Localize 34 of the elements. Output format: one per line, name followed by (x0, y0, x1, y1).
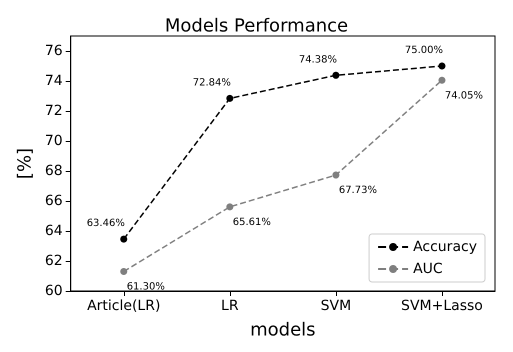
legend-label: AUC (413, 261, 443, 277)
point (332, 172, 340, 179)
x-tick-label: Article(LR) (87, 298, 160, 314)
point (226, 94, 234, 102)
x-tick-label: SVM+Lasso (401, 298, 483, 314)
y-tick-label: 76 (44, 43, 63, 59)
data-label: 74.38% (298, 54, 337, 66)
y-tick-label: 64 (44, 223, 63, 239)
y-tick-label: 66 (44, 193, 63, 209)
y-tick-label: 70 (44, 133, 63, 149)
data-label: 65.61% (232, 216, 271, 228)
point (438, 76, 446, 84)
legend-label: Accuracy (413, 239, 478, 255)
y-tick-label: 60 (44, 283, 63, 299)
data-label: 61.30% (126, 282, 165, 292)
data-label: 72.84% (192, 77, 231, 88)
point (120, 236, 128, 243)
chart-title: Models Performance (164, 16, 348, 36)
x-tick-label: LR (221, 298, 239, 314)
data-label: 74.05% (444, 90, 484, 102)
y-axis-title: [%] (14, 148, 36, 180)
data-label: 63.46% (86, 218, 125, 230)
point (226, 203, 234, 210)
data-label: 75.00% (404, 45, 444, 56)
point (120, 268, 128, 275)
data-label: 67.73% (338, 185, 377, 196)
point (332, 72, 340, 79)
x-tick-label: SVM (320, 298, 352, 314)
y-tick-label: 62 (44, 253, 63, 269)
x-axis-title: models (250, 320, 316, 340)
point (438, 62, 446, 70)
y-tick-label: 72 (44, 103, 63, 119)
y-tick-label: 68 (44, 163, 63, 179)
y-tick-label: 74 (44, 73, 63, 89)
